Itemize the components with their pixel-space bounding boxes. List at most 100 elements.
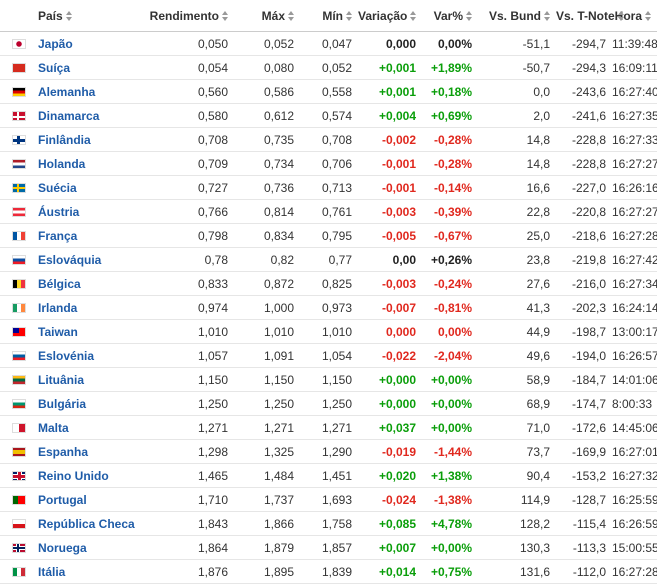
time-cell: 16:27:40 [612,79,657,104]
low-cell: 0,706 [300,151,358,176]
vs-tnote-cell: -169,9 [556,439,612,464]
country-link[interactable]: Suécia [38,180,77,195]
high-cell: 1,866 [234,511,300,536]
vs-bund-cell: 128,2 [478,511,556,536]
high-cell: 1,010 [234,319,300,344]
vs-tnote-cell: -228,8 [556,127,612,152]
header-low[interactable]: Mín [300,0,358,32]
header-vs-bund[interactable]: Vs. Bund [478,0,556,32]
country-link[interactable]: Eslováquia [38,252,102,267]
country-link[interactable]: Alemanha [38,84,96,99]
change-pct-cell: +4,78% [422,511,478,536]
vs-tnote-cell: -112,0 [556,559,612,584]
sort-icon [288,11,294,22]
flag-cell [0,559,38,584]
header-vs-tnote[interactable]: Vs. T-Note [556,0,624,32]
change-pct-cell: +0,00% [422,367,478,392]
time-cell: 16:24:14 [612,295,657,320]
country-link[interactable]: Japão [38,36,73,51]
sort-icon [617,11,624,22]
flag-cell [0,127,38,152]
country-link[interactable]: Áustria [38,204,80,219]
flag-cell [0,415,38,440]
header-change-pct[interactable]: Var% [422,0,478,32]
vs-bund-cell: 114,9 [478,487,556,512]
change-pct-cell: -0,28% [422,127,478,152]
country-link[interactable]: Suíça [38,60,71,75]
flag-cell [0,223,38,248]
header-country[interactable]: País [38,0,138,32]
vs-tnote-cell: -153,2 [556,463,612,488]
table-row: Reino Unido 1,465 1,484 1,451 +0,020 +1,38% 90… [0,463,657,488]
table-row: Bulgária 1,250 1,250 1,250 +0,000 +0,00% 68,9-… [0,391,657,416]
time-cell: 16:27:42 [612,247,657,272]
flag-cell [0,343,38,368]
table-row: França 0,798 0,834 0,795 -0,005 -0,67% 25,0 -21… [0,223,657,248]
vs-tnote-cell: -115,4 [556,511,612,536]
country-link[interactable]: Holanda [38,156,86,171]
country-link[interactable]: Reino Unido [38,468,109,483]
vs-bund-cell: 68,9 [478,391,556,416]
country-link[interactable]: Portugal [38,492,87,507]
vs-bund-cell: 2,0 [478,103,556,128]
time-cell: 16:27:34 [612,271,657,296]
yield-cell: 0,727 [138,175,234,200]
bulgaria-flag-icon [12,399,26,410]
vs-tnote-cell: -241,6 [556,103,612,128]
change-pct-cell: -0,39% [422,199,478,224]
table-row: Malta 1,271 1,271 1,271 +0,037 +0,00% 71,0 -172… [0,415,657,440]
change-cell: +0,000 [358,367,422,392]
high-cell: 0,82 [234,247,300,272]
change-pct-cell: +0,00% [422,391,478,416]
country-cell: Reino Unido [38,463,138,488]
change-pct-cell: +1,38% [422,463,478,488]
country-link[interactable]: Noruega [38,540,87,555]
low-cell: 1,010 [300,319,358,344]
flag-cell [0,175,38,200]
header-change[interactable]: Variação [358,0,422,32]
change-cell: +0,007 [358,535,422,560]
country-link[interactable]: Finlândia [38,132,91,147]
country-link[interactable]: Espanha [38,444,89,459]
vs-tnote-cell: -202,3 [556,295,612,320]
country-link[interactable]: República Checa [38,516,135,531]
low-cell: 1,250 [300,391,358,416]
change-cell: +0,085 [358,511,422,536]
table-row: Portugal 1,710 1,737 1,693 -0,024 -1,38% 114,9… [0,487,657,512]
low-cell: 0,77 [300,247,358,272]
high-cell: 0,586 [234,79,300,104]
country-link[interactable]: Itália [38,564,66,579]
change-cell: -0,019 [358,439,422,464]
country-link[interactable]: Irlanda [38,300,78,315]
yield-cell: 0,560 [138,79,234,104]
table-row: República Checa 1,843 1,866 1,758 +0,085 +4,7… [0,511,657,536]
country-link[interactable]: Bulgária [38,396,87,411]
time-cell: 13:00:17 [612,319,657,344]
country-cell: República Checa [38,511,138,536]
flag-cell [0,79,38,104]
slovenia-flag-icon [12,351,26,362]
country-link[interactable]: Eslovénia [38,348,95,363]
yield-cell: 0,709 [138,151,234,176]
flag-cell [0,247,38,272]
high-cell: 1,091 [234,343,300,368]
country-link[interactable]: França [38,228,78,243]
country-link[interactable]: Dinamarca [38,108,100,123]
vs-tnote-cell: -194,0 [556,343,612,368]
time-cell: 16:27:28 [612,223,657,248]
france-flag-icon [12,231,26,242]
country-cell: Espanha [38,439,138,464]
country-link[interactable]: Malta [38,420,69,435]
country-link[interactable]: Taiwan [38,324,78,339]
sort-icon [645,11,651,22]
country-link[interactable]: Bélgica [38,276,81,291]
header-high[interactable]: Máx [234,0,300,32]
country-cell: Suíça [38,55,138,80]
time-cell: 16:26:59 [612,511,657,536]
header-yield[interactable]: Rendimento [138,0,234,32]
flag-cell [0,151,38,176]
vs-bund-cell: 71,0 [478,415,556,440]
country-link[interactable]: Lituânia [38,372,85,387]
yield-cell: 1,864 [138,535,234,560]
